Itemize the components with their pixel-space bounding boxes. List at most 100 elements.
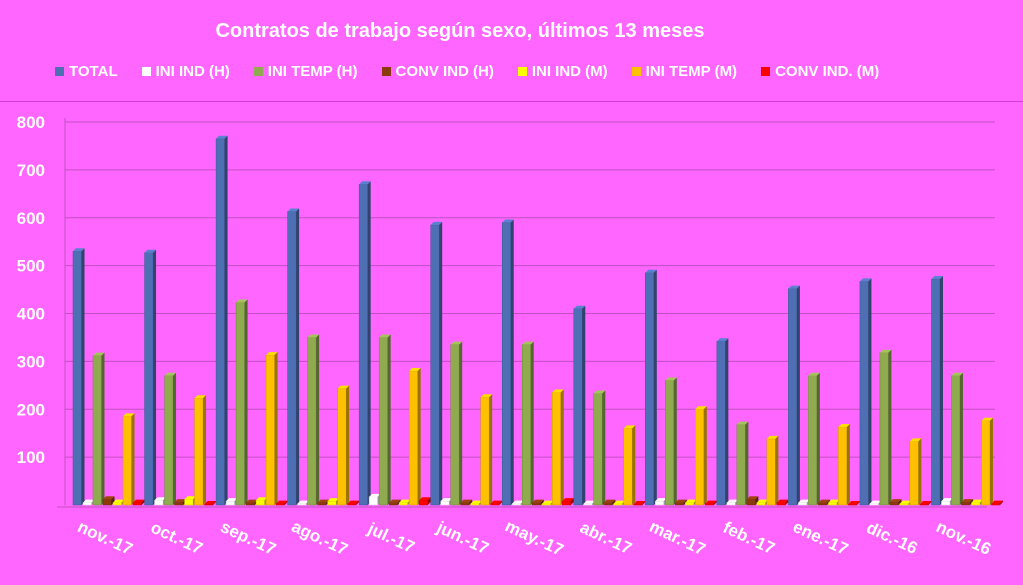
bar-top: [665, 377, 677, 381]
bar-side: [274, 352, 278, 505]
bar-top: [379, 334, 391, 338]
bar: [215, 135, 228, 506]
bar-side: [888, 349, 892, 505]
x-tick-label: mar.-17: [646, 517, 708, 559]
bar-top: [716, 338, 729, 342]
bar-side: [499, 500, 503, 505]
x-tick-label: jul.-17: [364, 519, 417, 557]
bar-face: [869, 503, 879, 506]
bar: [695, 406, 707, 506]
bar-face: [327, 500, 337, 506]
bar: [848, 501, 860, 506]
bar-top: [266, 352, 278, 356]
bar-face: [337, 388, 347, 506]
bar-face: [736, 424, 746, 506]
bar-face: [726, 502, 736, 506]
bar-side: [775, 435, 779, 505]
bar: [981, 417, 993, 506]
bar-top: [695, 406, 707, 410]
bar-top: [83, 499, 95, 503]
bar-face: [919, 503, 929, 506]
bar: [859, 278, 872, 506]
x-tick-label: may.-17: [502, 516, 566, 559]
legend-swatch: [517, 67, 527, 76]
bar-top: [685, 499, 697, 503]
bar-face: [388, 502, 398, 506]
legend-label: TOTAL: [69, 63, 118, 80]
bar-top: [246, 499, 258, 503]
bar-side: [939, 276, 943, 505]
bar: [633, 501, 646, 506]
bar-face: [72, 251, 82, 506]
bar: [102, 496, 115, 506]
bar: [603, 499, 616, 506]
bar: [889, 499, 902, 506]
bar-side: [602, 390, 606, 505]
bar-top: [756, 499, 769, 503]
bar-face: [798, 502, 808, 506]
bar-face: [909, 441, 919, 506]
bar-top: [961, 499, 973, 503]
y-tick-label: 200: [17, 400, 45, 419]
bar-face: [848, 503, 858, 506]
bar-face: [408, 370, 418, 506]
bar-face: [705, 503, 715, 506]
bar-face: [573, 308, 583, 506]
bar: [961, 499, 973, 506]
bar-face: [531, 502, 541, 506]
bar-top: [726, 499, 739, 503]
legend-label: CONV IND. (M): [775, 63, 880, 80]
bar-face: [215, 138, 225, 506]
bar-top: [470, 500, 483, 504]
bar-top: [766, 435, 779, 439]
x-tick-label: feb.-17: [720, 518, 778, 558]
bar-top: [909, 438, 922, 442]
legend-swatch: [381, 67, 391, 76]
bar-face: [275, 503, 285, 506]
bar-face: [307, 337, 317, 506]
bar: [132, 499, 145, 506]
bar-top: [879, 349, 892, 353]
bar-face: [460, 502, 470, 506]
bar-top: [818, 499, 830, 503]
bar-side: [316, 334, 320, 505]
bar-top: [941, 498, 953, 502]
x-tick-label: dic.-16: [864, 518, 921, 558]
bar-top: [369, 493, 381, 497]
legend-label: INI IND (H): [155, 63, 230, 80]
bar: [307, 334, 320, 506]
x-tick-label: sep.-17: [218, 517, 279, 559]
bar-top: [573, 305, 586, 309]
bar-top: [736, 421, 749, 425]
y-tick-label: 400: [17, 305, 45, 324]
x-tick-label: jun.-17: [433, 517, 492, 558]
bar: [776, 499, 789, 506]
bar-side: [101, 352, 105, 505]
bar: [460, 499, 473, 506]
bar-top: [919, 501, 932, 505]
bar: [378, 334, 391, 506]
bar: [122, 413, 135, 506]
bar-top: [103, 496, 115, 500]
bar-top: [480, 394, 493, 398]
bar-face: [287, 211, 297, 506]
bar-face: [776, 502, 786, 506]
bar-face: [398, 502, 408, 506]
bar-face: [613, 503, 623, 506]
y-tick-label: 300: [17, 352, 45, 371]
bar: [766, 435, 779, 506]
bar-face: [561, 500, 571, 506]
bar-top: [184, 496, 197, 500]
chart-title: Contratos de trabajo según sexo, últimos…: [215, 20, 705, 42]
bar-face: [899, 503, 909, 506]
legend-label: INI IND (M): [531, 63, 608, 80]
bar-side: [846, 423, 850, 505]
bar-side: [713, 500, 717, 505]
bar-top: [73, 248, 85, 252]
bar-face: [490, 503, 500, 506]
bar-face: [541, 503, 551, 506]
bar-face: [470, 503, 480, 506]
bar-face: [255, 499, 265, 506]
bar: [665, 377, 677, 506]
bar-top: [746, 496, 759, 500]
